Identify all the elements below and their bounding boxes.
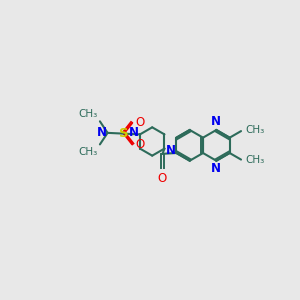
Text: O: O xyxy=(135,116,145,129)
Text: N: N xyxy=(211,116,220,128)
Text: CH₃: CH₃ xyxy=(78,109,98,119)
Text: CH₃: CH₃ xyxy=(245,155,264,165)
Text: O: O xyxy=(158,172,167,185)
Text: CH₃: CH₃ xyxy=(245,125,264,135)
Text: CH₃: CH₃ xyxy=(78,147,98,157)
Text: N: N xyxy=(166,144,176,157)
Text: N: N xyxy=(128,126,138,140)
Text: S: S xyxy=(119,127,129,140)
Text: N: N xyxy=(211,162,220,175)
Text: O: O xyxy=(135,138,145,151)
Text: N: N xyxy=(97,126,107,139)
